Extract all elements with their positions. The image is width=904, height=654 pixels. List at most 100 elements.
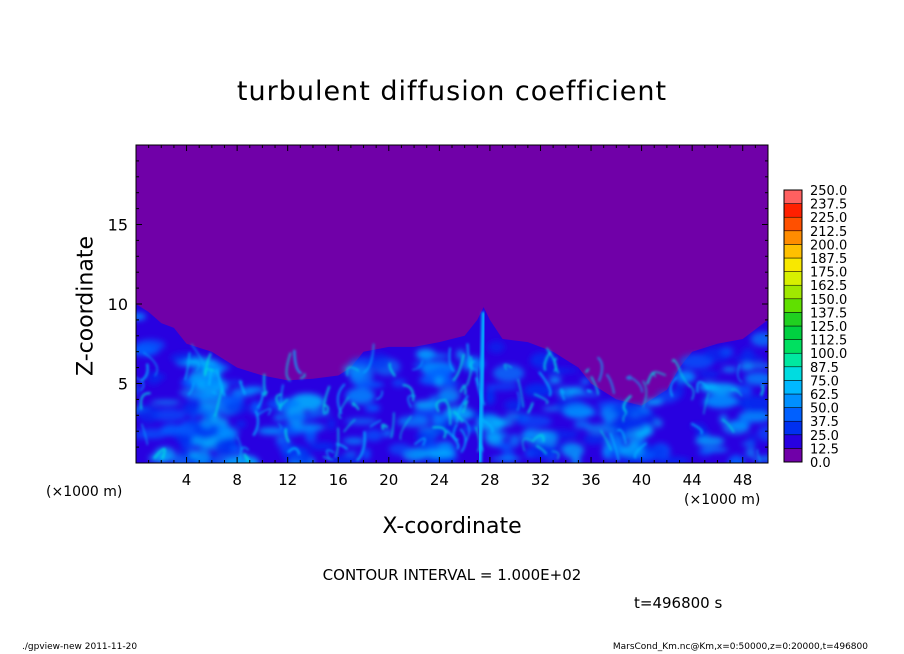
streak [299,372,306,380]
eddy [745,447,756,458]
colorbar-level-label: 225.0 [810,211,847,226]
colorbar-swatch [783,325,803,340]
eddy [746,363,768,368]
colorbar-level-label: 137.5 [810,306,847,321]
eddy [137,405,160,423]
footer-left: ./gpview-new 2011-11-20 [22,642,138,652]
eddy [283,414,317,421]
streak [456,394,469,423]
eddy [740,395,768,413]
streak [139,392,151,410]
colorbar-level-label: 237.5 [810,198,847,213]
colorbar-swatch [783,448,803,463]
central-plume [477,311,486,463]
colorbar-swatch [783,420,803,436]
x-axis-label: X-coordinate [382,514,522,539]
eddy [151,373,166,380]
eddy [722,420,750,435]
streak [285,352,292,382]
eddy [490,418,515,427]
colorbar-level-label: 100.0 [810,347,847,362]
colorbar-swatch [783,380,803,395]
streak [140,363,149,382]
eddy [698,371,720,378]
streak [346,366,360,377]
streak [189,360,200,372]
streak [475,368,480,387]
streak [142,351,158,377]
streak [622,412,628,423]
streak [551,450,560,460]
streak [413,437,426,446]
colorbar-swatch [783,407,803,422]
eddy [188,450,198,460]
eddy [299,454,313,463]
streak [522,438,535,452]
streak [277,423,282,430]
streak [355,431,366,462]
y-tick-label: 15 [108,216,128,235]
streak [538,371,552,397]
streak [375,390,383,400]
streak [465,355,473,387]
colorbar: 0.012.525.037.550.062.575.087.5100.0112.… [783,184,847,471]
eddy [361,366,374,383]
eddy [517,415,552,428]
x-tick-label: 8 [232,471,242,489]
x-tick-label: 32 [531,471,550,489]
streak [480,418,494,434]
eddy [571,454,581,463]
x-tick-label: 44 [683,471,702,489]
streak [633,442,647,459]
streak [402,383,415,402]
colorbar-swatch [783,393,803,408]
eddy [756,425,768,442]
streak [560,388,566,401]
streak [213,387,223,417]
colorbar-level-label: 87.5 [810,361,839,376]
footer-right: MarsCond_Km.nc@Km,x=0:50000,z=0:20000,t=… [612,642,868,652]
streak [215,369,226,397]
colorbar-level-label: 250.0 [810,184,847,199]
eddy [624,429,646,442]
x-tick-label: 4 [182,471,192,489]
eddy [721,366,738,373]
y-axis-label: Z-coordinate [73,236,99,376]
streak [671,358,681,371]
streak [584,368,590,373]
eddy [529,352,556,368]
eddy [179,442,189,459]
eddy [752,455,768,462]
x-tick-label: 36 [581,471,600,489]
streak [351,401,360,411]
eddy [136,428,171,439]
streak [466,343,471,368]
x-tick-label: 24 [430,471,449,489]
eddy [492,364,525,383]
streak [596,356,603,382]
streak [452,353,465,382]
streak [362,343,375,374]
eddy [703,382,739,395]
streak [239,380,247,395]
colorbar-level-label: 0.0 [810,456,831,471]
eddy [195,447,211,463]
streak [459,428,467,453]
eddy [188,369,209,386]
streak [533,393,549,405]
streak [459,384,467,395]
eddy [214,438,234,456]
streak [207,370,213,386]
eddy [344,451,358,457]
eddy [150,408,187,422]
colorbar-swatch [783,257,803,272]
eddy [653,418,663,428]
colorbar-swatch [783,189,803,204]
eddy [433,415,459,421]
streak [703,392,710,415]
streak [759,384,765,397]
chart-title: turbulent diffusion coefficient [236,76,668,107]
streak [335,443,349,451]
